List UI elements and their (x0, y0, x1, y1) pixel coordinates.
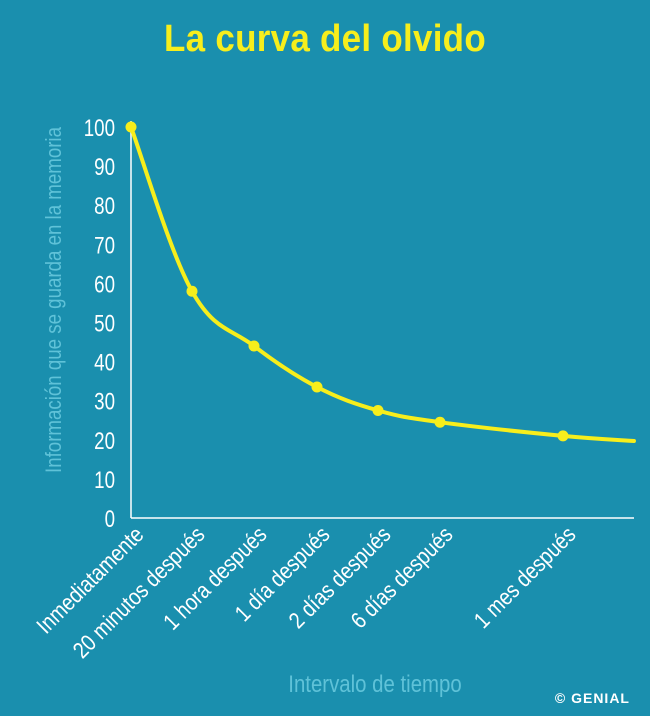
data-point (125, 121, 137, 133)
data-point (248, 340, 260, 352)
data-point (372, 404, 384, 416)
credit-text: © GENIAL (554, 690, 630, 706)
x-axis-label: Intervalo de tiempo (288, 670, 461, 697)
y-tick-label: 30 (94, 389, 115, 416)
y-tick-label: 40 (94, 349, 115, 376)
data-point (434, 416, 446, 428)
y-tick-label: 80 (94, 193, 115, 220)
data-point (311, 381, 323, 393)
y-tick-label: 70 (94, 232, 115, 259)
data-point (557, 430, 569, 442)
x-tick-label: Inmediatamente (31, 522, 148, 639)
chart-title: La curva del olvido (164, 18, 486, 60)
y-axis-label: Información que se guarda en la memoria (43, 126, 67, 473)
forgetting-curve-line (129, 125, 636, 443)
y-tick-label: 10 (94, 467, 115, 494)
y-tick-label: 60 (94, 271, 115, 298)
y-tick-label: 90 (94, 154, 115, 181)
y-tick-label: 20 (94, 428, 115, 455)
y-tick-label: 100 (84, 115, 115, 142)
y-tick-label: 0 (105, 506, 115, 533)
data-point (186, 285, 198, 297)
y-tick-label: 50 (94, 310, 115, 337)
x-tick-label: 1 mes después (469, 522, 581, 634)
